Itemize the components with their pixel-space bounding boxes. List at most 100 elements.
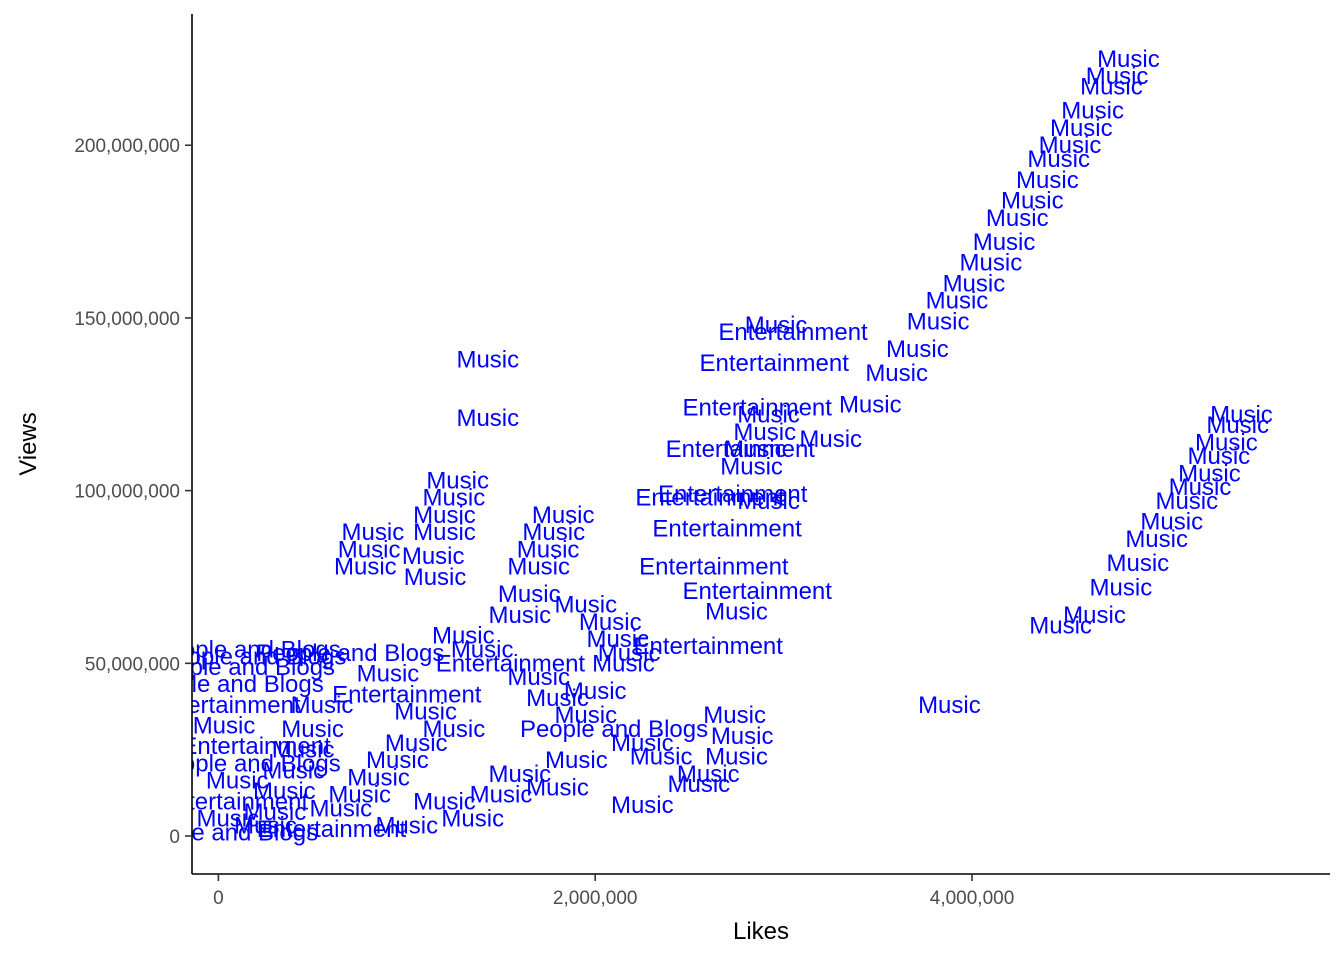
point-label: Music [960,250,1023,277]
point-label: Music [711,723,774,750]
point-label: Music [328,782,391,809]
point-label: Music [272,737,335,764]
point-label: Music [532,502,595,529]
point-label: Entertainment [699,350,849,377]
point-label: Entertainment [436,650,586,677]
point-label: Music [423,485,486,512]
point-label: Music [1063,602,1126,629]
point-label: Music [413,502,476,529]
point-label: Entertainment [159,788,309,815]
point-label: Entertainment [257,816,407,843]
point-label: People and Blogs [158,643,346,670]
point-label: Music [1016,167,1079,194]
point-label: Music [745,312,808,339]
point-label: Music [703,702,766,729]
point-label: Music [1206,412,1269,439]
point-label: Music [456,346,519,373]
point-label: People and Blogs [147,654,335,681]
point-label: Music [385,730,448,757]
point-label: Music [1061,98,1124,125]
point-label: Music [375,813,438,840]
point-label: Music [206,768,269,795]
point-label: Music [907,308,970,335]
point-label: Music [1106,550,1169,577]
point-label: People and Blogs [153,637,341,664]
point-label: Music [1029,612,1092,639]
x-axis-title: Likes [733,918,789,945]
point-label: Music [342,519,405,546]
x-tick-label: 0 [213,888,224,909]
point-label: Entertainment [181,733,331,760]
point-label: Music [1027,146,1090,173]
point-label: Music [554,702,617,729]
y-tick-label: 50,000,000 [85,654,180,675]
point-label: Music [262,757,325,784]
point-label: Music [720,453,783,480]
y-axis-title: Views [15,412,42,476]
point-label: Music [579,609,642,636]
point-label: Music [564,678,627,705]
point-label: Entertainment [683,578,833,605]
y-axis-ticks: 0 50,000,000 100,000,000 150,000,000 200,000… [74,136,192,848]
point-label: Music [586,626,649,653]
point-label: Entertainment [332,681,482,708]
point-label: Entertainment [658,481,808,508]
point-label: Music [886,336,949,363]
point-label: Music [705,744,768,771]
point-label: Music [310,795,373,822]
point-label: Music [253,778,316,805]
point-label: Entertainment [718,319,868,346]
point-label: Music [488,761,551,788]
point-label: Music [554,592,617,619]
point-label: Music [973,229,1036,256]
point-label: Music [413,519,476,546]
point-label: Music [402,543,465,570]
point-label: Music [667,771,730,798]
point-label: Music [498,581,561,608]
y-tick-label: 0 [169,827,180,848]
point-label: Music [196,806,259,833]
point-label: Music [1155,488,1218,515]
point-label: Music [507,554,570,581]
y-tick-label: 100,000,000 [74,482,180,503]
point-label: Music [357,661,420,688]
point-label: Music [943,270,1006,297]
point-label: Music [705,599,768,626]
point-label: Music [507,664,570,691]
point-label: Entertainment [151,692,301,719]
point-label: Music [456,405,519,432]
point-label: Music [545,747,608,774]
point-label: Music [426,467,489,494]
x-tick-label: 4,000,000 [930,888,1015,909]
point-label: People and Blogs [153,750,341,777]
point-label: Music [630,744,693,771]
point-label: Music [1090,574,1153,601]
point-label: Music [404,564,467,591]
point-label: Music [1097,46,1160,73]
point-label: Music [334,554,397,581]
point-label: Music [526,685,589,712]
point-label: People and Blogs [130,820,318,847]
point-label: Music [1140,509,1203,536]
x-axis-ticks: 0 2,000,000 4,000,000 [213,874,1014,909]
point-label: Music [1001,188,1064,215]
point-label: Music [598,640,661,667]
point-label: Music [1125,526,1188,553]
point-label: Music [1086,63,1149,90]
point-label: Music [347,764,410,791]
point-label: Entertainment [652,516,802,543]
point-label: Music [394,699,457,726]
point-label: Music [432,623,495,650]
point-label: Music [724,436,787,463]
point-label: Music [423,716,486,743]
point-label: Music [918,692,981,719]
point-label: Music [737,402,800,429]
point-label: Music [839,391,902,418]
point-label: Music [441,806,504,833]
point-label: Music [244,799,307,826]
point-label: Music [733,419,796,446]
point-label: Music [451,637,514,664]
point-labels-layer: MusicMusicMusicMusicMusicMusicMusicMusic… [130,46,1273,847]
